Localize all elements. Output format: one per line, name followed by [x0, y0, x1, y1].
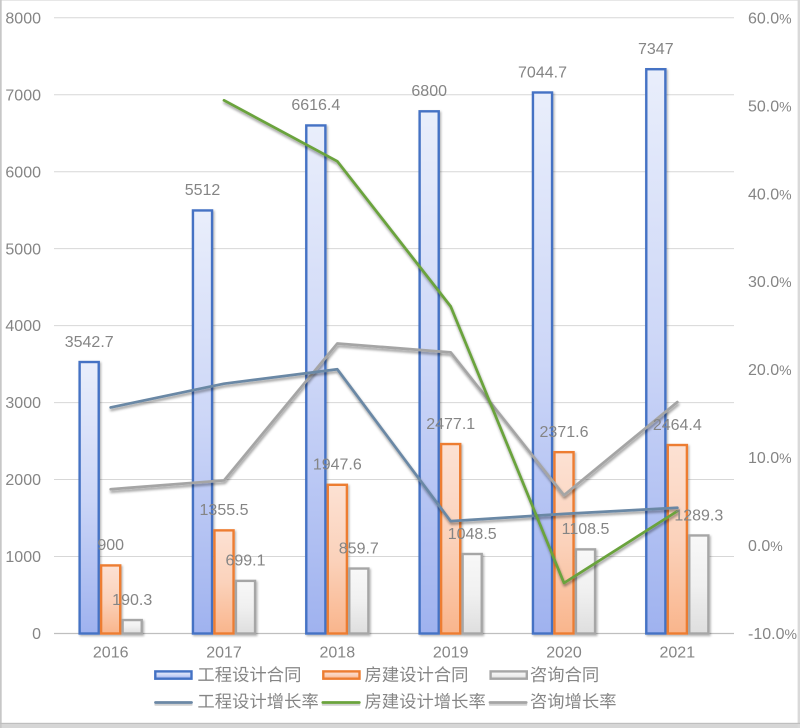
svg-text:2020: 2020: [546, 645, 582, 662]
svg-text:190.3: 190.3: [112, 592, 152, 609]
svg-text:1000: 1000: [5, 549, 41, 566]
svg-text:2016: 2016: [93, 645, 129, 662]
svg-text:6800: 6800: [411, 83, 447, 100]
svg-text:6000: 6000: [5, 164, 41, 181]
svg-text:7347: 7347: [638, 41, 674, 58]
svg-text:2021: 2021: [660, 645, 696, 662]
svg-text:2464.4: 2464.4: [653, 417, 702, 434]
svg-text:1108.5: 1108.5: [562, 521, 610, 538]
svg-text:2477.1: 2477.1: [426, 416, 475, 433]
svg-text:50.0%: 50.0%: [748, 98, 792, 115]
svg-text:6616.4: 6616.4: [291, 97, 340, 114]
svg-text:0: 0: [32, 626, 41, 643]
svg-text:30.0%: 30.0%: [748, 274, 792, 291]
svg-text:900: 900: [97, 537, 124, 554]
svg-text:7044.7: 7044.7: [518, 64, 567, 81]
svg-text:40.0%: 40.0%: [748, 186, 792, 203]
svg-text:4000: 4000: [5, 318, 41, 335]
svg-text:2019: 2019: [433, 645, 469, 662]
svg-text:5512: 5512: [185, 182, 221, 199]
svg-text:2000: 2000: [5, 472, 41, 489]
svg-text:1048.5: 1048.5: [448, 526, 497, 543]
svg-text:60.0%: 60.0%: [748, 10, 792, 27]
svg-text:2017: 2017: [206, 645, 242, 662]
svg-text:-10.0%: -10.0%: [748, 626, 797, 643]
svg-text:8000: 8000: [5, 10, 41, 27]
svg-text:5000: 5000: [5, 241, 41, 258]
svg-text:0.0%: 0.0%: [748, 538, 783, 555]
svg-text:699.1: 699.1: [225, 553, 265, 570]
svg-text:2018: 2018: [320, 645, 356, 662]
svg-text:3000: 3000: [5, 395, 41, 412]
svg-text:1355.5: 1355.5: [200, 502, 249, 519]
svg-text:1289.3: 1289.3: [674, 507, 723, 524]
svg-text:7000: 7000: [5, 87, 41, 104]
svg-text:859.7: 859.7: [339, 540, 379, 557]
svg-text:10.0%: 10.0%: [748, 450, 792, 467]
svg-text:2371.6: 2371.6: [540, 424, 589, 441]
svg-text:1947.6: 1947.6: [313, 457, 362, 474]
svg-text:3542.7: 3542.7: [65, 334, 114, 351]
svg-text:20.0%: 20.0%: [748, 362, 792, 379]
